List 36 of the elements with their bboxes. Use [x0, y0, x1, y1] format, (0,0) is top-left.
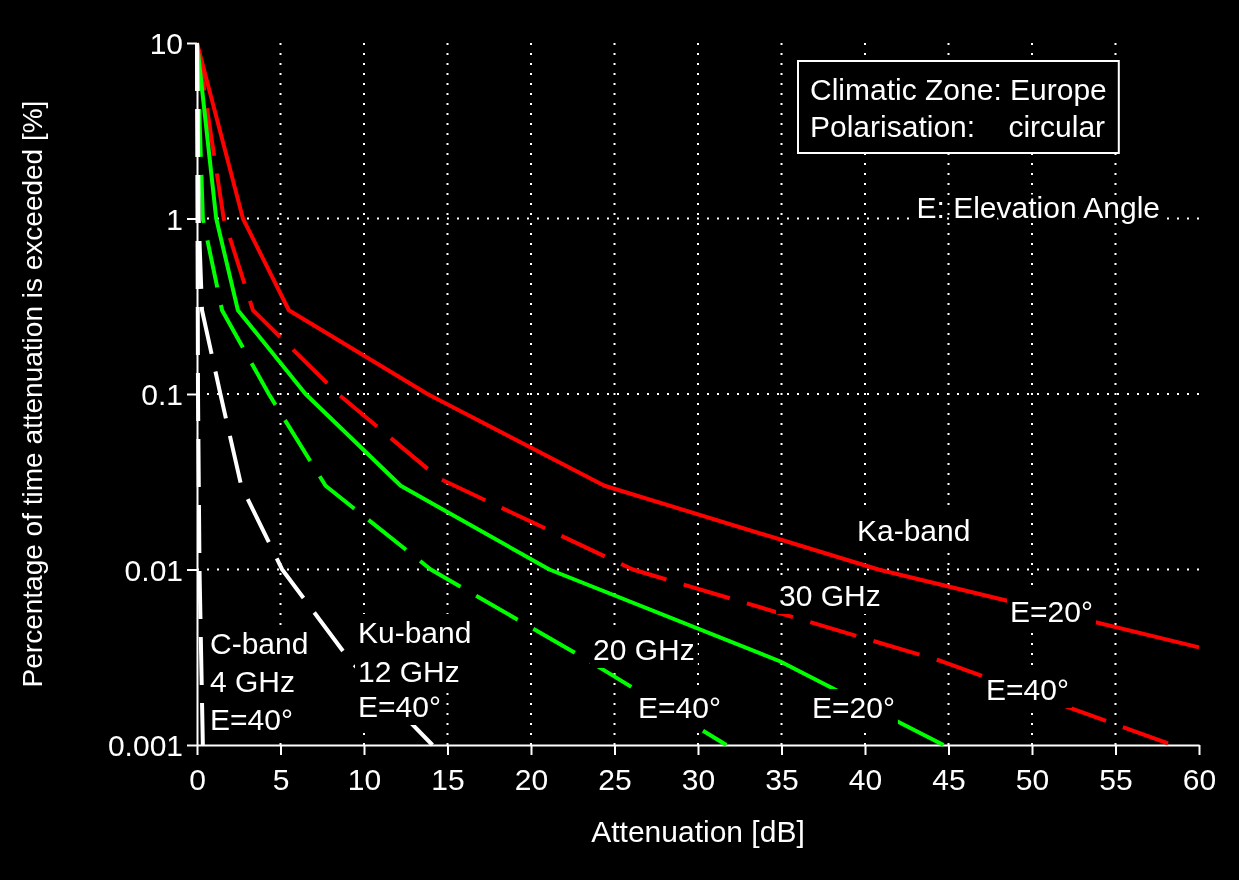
- x-tick-label: 0: [189, 762, 206, 796]
- annotation: E=20°: [1010, 595, 1093, 628]
- x-tick-label: 40: [848, 762, 883, 796]
- annotation: Ka-band: [857, 514, 971, 547]
- x-tick-label: 55: [1099, 762, 1133, 796]
- x-tick-label: 30: [681, 762, 716, 796]
- y-tick-label: 0.1: [141, 378, 183, 411]
- y-tick-label: 0.01: [124, 553, 183, 587]
- x-tick-label: 5: [272, 762, 290, 796]
- x-axis-title: Attenuation [dB]: [591, 815, 805, 848]
- annotation: E=40°: [638, 691, 721, 724]
- x-tick-label: 45: [932, 762, 966, 796]
- annotation: 30 GHz: [779, 579, 881, 612]
- annotation: Ku-band: [358, 616, 472, 649]
- x-tick-label: 50: [1015, 762, 1050, 796]
- x-tick-label: 35: [765, 762, 799, 796]
- x-tick-label: 25: [598, 762, 632, 796]
- x-tick-label: 20: [514, 762, 549, 796]
- y-axis-title: Percentage of time attenuation is exceeded [%]: [17, 100, 48, 688]
- annotation: E=40°: [358, 690, 441, 723]
- y-tick-label: 1: [166, 202, 183, 236]
- annotation: 20 GHz: [593, 633, 695, 666]
- annotation: Polarisation: circular: [810, 110, 1106, 143]
- annotation: E: Elevation Angle: [916, 191, 1160, 224]
- annotation: E=40°: [986, 673, 1069, 706]
- y-tick-label: 10: [149, 27, 183, 60]
- annotation: 4 GHz: [210, 665, 296, 698]
- y-tick-label: 0.001: [107, 729, 183, 762]
- x-tick-label: 60: [1182, 762, 1217, 796]
- annotation: E=40°: [210, 703, 293, 736]
- annotation: Climatic Zone: Europe: [810, 73, 1107, 106]
- x-tick-label: 10: [347, 762, 382, 796]
- annotation: E=20°: [812, 691, 895, 724]
- x-tick-label: 15: [431, 762, 465, 796]
- annotation: C-band: [210, 627, 309, 660]
- annotation: 12 GHz: [358, 655, 460, 688]
